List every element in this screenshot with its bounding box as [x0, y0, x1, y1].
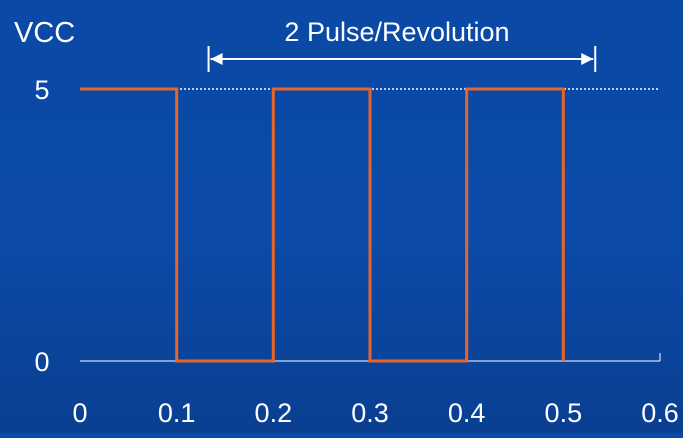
y-axis-label: VCC [14, 17, 75, 49]
x-tick-label-0: 0 [72, 398, 87, 428]
annotation-group [207, 46, 597, 72]
x-tick-label-4: 0.4 [448, 398, 486, 428]
x-tick-label-2: 0.2 [255, 398, 293, 428]
x-tick-label-1: 0.1 [158, 398, 196, 428]
x-tick-label-5: 0.5 [545, 398, 583, 428]
annotation-arrowhead-right [581, 53, 594, 65]
y-tick-label-1: 5 [34, 75, 49, 105]
series-group [80, 87, 565, 363]
y-tick-label-0: 0 [34, 347, 49, 377]
series-line-0 [80, 87, 565, 363]
annotation-label: 2 Pulse/Revolution [284, 17, 509, 47]
tick-labels: 0 0.1 0.2 0.3 0.4 0.5 0.6 0 5 [34, 75, 678, 428]
x-tick-label-3: 0.3 [351, 398, 389, 428]
x-tick-label-6: 0.6 [641, 398, 679, 428]
annotation-arrowhead-left [210, 53, 223, 65]
